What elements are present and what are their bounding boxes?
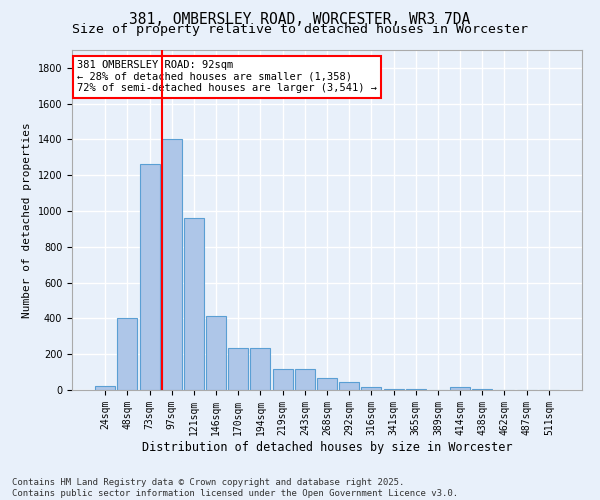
Bar (272, 368, 293, 390)
Text: 381, OMBERSLEY ROAD, WORCESTER, WR3 7DA: 381, OMBERSLEY ROAD, WORCESTER, WR3 7DA (130, 12, 470, 28)
Bar (383, 389, 404, 390)
Bar (406, 389, 426, 390)
Bar (140, 164, 160, 390)
Bar (118, 318, 137, 390)
Bar (317, 378, 337, 390)
Bar (450, 388, 470, 390)
Bar (295, 368, 315, 390)
Bar (228, 348, 248, 390)
Bar (162, 138, 182, 390)
Y-axis label: Number of detached properties: Number of detached properties (22, 122, 32, 318)
Bar (339, 382, 359, 390)
Bar (250, 348, 271, 390)
Bar (206, 316, 226, 390)
Bar (361, 387, 382, 390)
Bar (472, 389, 492, 390)
Text: Contains HM Land Registry data © Crown copyright and database right 2025.
Contai: Contains HM Land Registry data © Crown c… (12, 478, 458, 498)
Text: 381 OMBERSLEY ROAD: 92sqm
← 28% of detached houses are smaller (1,358)
72% of se: 381 OMBERSLEY ROAD: 92sqm ← 28% of detac… (77, 60, 377, 94)
Bar (184, 218, 204, 390)
Bar (95, 386, 115, 390)
X-axis label: Distribution of detached houses by size in Worcester: Distribution of detached houses by size … (142, 440, 512, 454)
Text: Size of property relative to detached houses in Worcester: Size of property relative to detached ho… (72, 22, 528, 36)
